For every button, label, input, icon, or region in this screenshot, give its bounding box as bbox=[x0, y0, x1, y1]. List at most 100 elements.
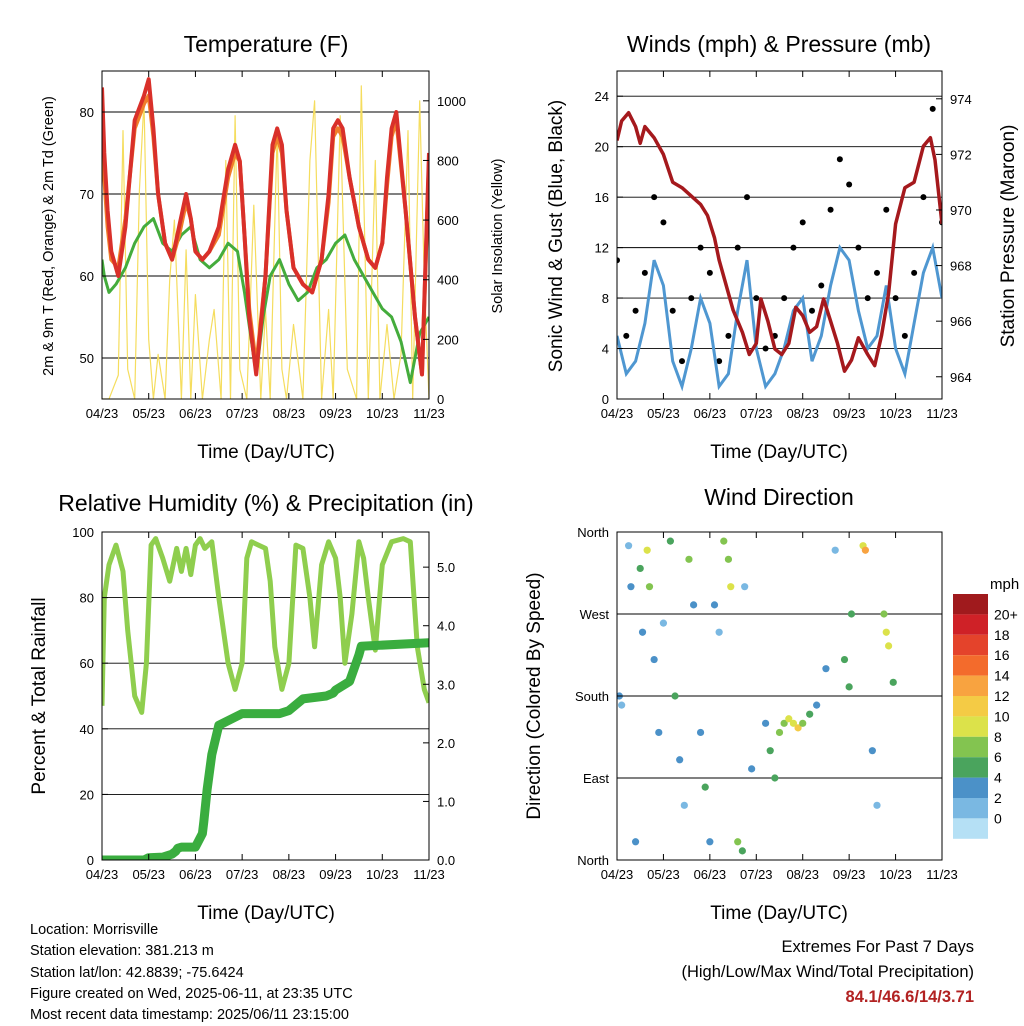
y-tick-label-right: 972 bbox=[950, 147, 972, 162]
direction-point bbox=[738, 847, 746, 855]
temperature-frame bbox=[101, 70, 430, 400]
y-tick-label: West bbox=[580, 607, 610, 622]
x-tick-label: 05/23 bbox=[647, 867, 680, 882]
direction-point bbox=[766, 747, 774, 755]
direction-point bbox=[873, 801, 881, 809]
direction-point bbox=[806, 710, 814, 718]
gust-point bbox=[799, 219, 806, 226]
gust-point bbox=[846, 181, 853, 188]
x-tick-label: 06/23 bbox=[179, 867, 212, 882]
x-tick-label: 05/23 bbox=[647, 406, 680, 421]
extremes-title: Extremes For Past 7 Days bbox=[781, 938, 974, 956]
legend-swatch bbox=[953, 716, 988, 737]
direction-point bbox=[789, 719, 798, 727]
legend-label: 14 bbox=[994, 668, 1010, 684]
y-tick-label: 60 bbox=[80, 269, 94, 284]
humidity-frame bbox=[101, 531, 430, 861]
y-tick-label: 100 bbox=[72, 525, 94, 540]
rh-line bbox=[102, 536, 429, 715]
x-tick-label: 05/23 bbox=[132, 867, 165, 882]
humidity-y-ticks: 0 20 40 60 80 100 bbox=[72, 525, 108, 868]
speed-legend-title: mph bbox=[990, 576, 1019, 593]
legend-swatch bbox=[953, 736, 988, 758]
x-tick-label: 09/23 bbox=[833, 867, 866, 882]
y-tick-label: 80 bbox=[80, 591, 94, 606]
humidity-title: Relative Humidity (%) & Precipitation (i… bbox=[58, 490, 473, 516]
direction-point bbox=[780, 719, 788, 727]
x-tick-label: 08/23 bbox=[273, 406, 306, 421]
extremes-box: Extremes For Past 7 Days (High/Low/Max W… bbox=[681, 935, 974, 1010]
direction-point bbox=[885, 642, 893, 650]
y-tick-label-right: 4.0 bbox=[437, 619, 455, 634]
x-tick-label: 06/23 bbox=[694, 867, 727, 882]
legend-label: 16 bbox=[994, 647, 1010, 663]
temperature-y-ticks: 50 60 70 80 bbox=[80, 105, 108, 366]
gust-point bbox=[855, 244, 862, 251]
direction-point bbox=[666, 537, 674, 545]
y-tick-label: 24 bbox=[595, 89, 609, 104]
direction-point bbox=[724, 555, 733, 563]
humidity-plot-area bbox=[102, 536, 429, 860]
direction-point bbox=[627, 583, 635, 591]
gust-point bbox=[617, 257, 620, 264]
panel-winds: Winds (mph) & Pressure (mb) 04/23 05/23 06… bbox=[546, 31, 1019, 463]
gust-point bbox=[641, 269, 648, 276]
y-tick-label-right: 970 bbox=[950, 203, 972, 218]
legend-swatch bbox=[953, 594, 988, 615]
y-tick-label-right: 964 bbox=[950, 370, 972, 385]
winds-title: Winds (mph) & Pressure (mb) bbox=[627, 31, 931, 57]
humidity-ylabel: Percent & Total Rainfall bbox=[29, 597, 50, 794]
gust-point bbox=[651, 194, 658, 201]
legend-swatch bbox=[953, 757, 988, 778]
y-tick-label: 0 bbox=[602, 392, 609, 407]
legend-swatch bbox=[953, 696, 988, 717]
panel-temperature: Temperature (F) 04/23 05/23 06/23 07/23 08/2… bbox=[41, 31, 506, 463]
data-timestamp: Most recent data timestamp: 2025/06/11 2… bbox=[30, 1007, 349, 1024]
direction-point bbox=[741, 583, 749, 591]
direction-point bbox=[720, 537, 728, 545]
x-tick-label: 04/23 bbox=[601, 406, 634, 421]
station-info: Location: Morrisville Station elevation:… bbox=[30, 920, 353, 1026]
figure-created: Figure created on Wed, 2025-06-11, at 23… bbox=[30, 985, 353, 1002]
legend-label: 10 bbox=[994, 708, 1010, 724]
direction-point bbox=[643, 546, 651, 554]
direction-plot-area bbox=[617, 537, 942, 855]
direction-x-ticks: 04/23 05/23 06/23 07/23 08/23 09/23 10/23 11/23 bbox=[601, 532, 958, 882]
legend-label: 4 bbox=[994, 770, 1002, 786]
gust-point bbox=[827, 206, 834, 213]
y-tick-label-right: 5.0 bbox=[437, 560, 455, 575]
direction-point bbox=[636, 564, 644, 573]
gust-point bbox=[883, 206, 890, 213]
solar-line bbox=[102, 85, 429, 399]
winds-x-ticks: 04/23 05/23 06/23 07/23 08/23 09/23 10/23 11/23 bbox=[601, 71, 958, 421]
x-tick-label: 09/23 bbox=[833, 406, 866, 421]
direction-point bbox=[748, 765, 756, 773]
x-tick-label: 06/23 bbox=[179, 406, 212, 421]
x-tick-label: 07/23 bbox=[740, 406, 773, 421]
humidity-x-ticks: 04/23 05/23 06/23 07/23 08/23 09/23 10/23 11/23 bbox=[86, 532, 445, 882]
direction-point bbox=[645, 583, 654, 591]
direction-point bbox=[880, 610, 888, 618]
y-tick-label-right: 974 bbox=[950, 92, 972, 107]
direction-point bbox=[882, 628, 890, 636]
x-tick-label: 06/23 bbox=[694, 406, 727, 421]
legend-swatch bbox=[953, 798, 988, 819]
direction-point bbox=[696, 728, 705, 737]
direction-point bbox=[727, 583, 735, 591]
extremes-subtitle: (High/Low/Max Wind/Total Precipitation) bbox=[681, 963, 974, 981]
legend-swatch bbox=[953, 614, 988, 635]
direction-point bbox=[813, 701, 821, 709]
gust-point bbox=[623, 332, 630, 339]
y-tick-label-right: 400 bbox=[437, 273, 459, 288]
gust-point bbox=[688, 295, 695, 302]
precip-line bbox=[102, 638, 429, 860]
gust-point bbox=[679, 358, 685, 365]
y-tick-label: North bbox=[577, 853, 609, 868]
extremes-values: 84.1/46.6/14/3.71 bbox=[845, 988, 974, 1006]
y-tick-label-right: 966 bbox=[950, 314, 972, 329]
x-tick-label: 11/23 bbox=[413, 867, 445, 882]
y-tick-label: 4 bbox=[602, 342, 609, 357]
legend-label: 20+ bbox=[994, 606, 1018, 622]
direction-point bbox=[771, 774, 779, 782]
y-tick-label-right: 968 bbox=[950, 259, 972, 274]
